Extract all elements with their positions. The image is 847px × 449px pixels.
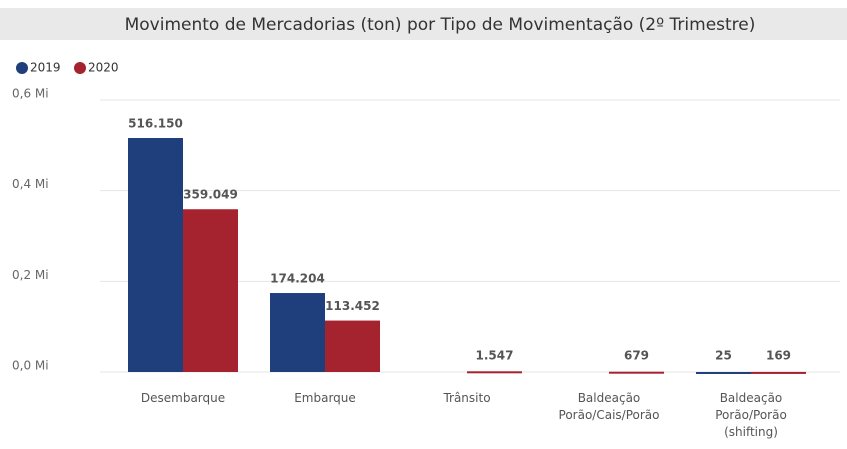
value-label: 174.204: [270, 272, 325, 286]
value-label: 1.547: [476, 349, 514, 363]
legend-label: 2020: [88, 61, 119, 75]
x-tick-label: Baldeação Porão/Cais/Porão: [558, 391, 660, 422]
value-label: 25: [715, 349, 732, 363]
value-label: 113.452: [325, 299, 380, 313]
y-tick-label: 0,4 Mi: [12, 177, 49, 191]
value-label: 679: [624, 349, 649, 363]
bar: [183, 209, 238, 372]
bar: [467, 371, 522, 374]
legend-marker: [16, 62, 28, 74]
title-bar: [0, 8, 847, 40]
y-tick-label: 0,2 Mi: [12, 268, 49, 282]
x-tick-label: Baldeação Porão/Porão (shifting): [715, 391, 787, 439]
x-tick-label: Desembarque: [140, 391, 226, 405]
y-tick-label: 0,6 Mi: [12, 87, 49, 101]
bar: [325, 320, 380, 372]
legend-label: 2019: [30, 61, 61, 75]
y-tick-label: 0,0 Mi: [12, 359, 49, 373]
value-label: 359.049: [183, 188, 238, 202]
bar: [751, 371, 806, 374]
chart-title: Movimento de Mercadorias (ton) por Tipo …: [125, 15, 756, 35]
legend-marker: [74, 62, 86, 74]
x-tick-label: Embarque: [294, 391, 356, 405]
value-label: 516.150: [128, 117, 183, 131]
bar: [609, 371, 664, 374]
x-tick-label: Trânsito: [443, 391, 491, 405]
bar: [696, 371, 751, 374]
value-label: 169: [766, 349, 791, 363]
bar: [270, 293, 325, 372]
bar: [128, 138, 183, 372]
